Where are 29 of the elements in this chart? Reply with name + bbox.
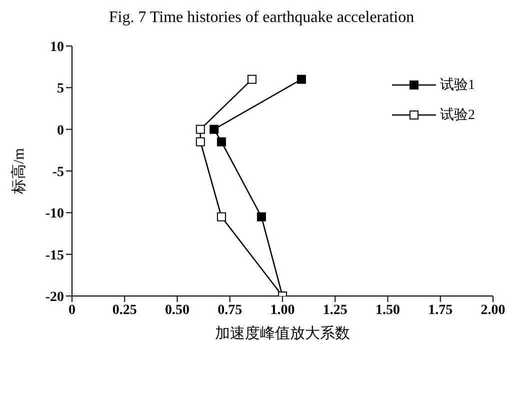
point — [296, 74, 306, 84]
x-axis-title: 加速度峰值放大系数 — [215, 325, 350, 342]
point — [256, 212, 266, 222]
y-tick-label: 5 — [57, 82, 64, 97]
y-axis-title: 标高/m — [10, 148, 28, 195]
y-tick-label: -15 — [45, 248, 64, 264]
point — [247, 74, 256, 84]
point — [196, 124, 205, 134]
x-tick-label: 0 — [68, 302, 76, 318]
y-tick-label: 10 — [50, 40, 64, 55]
chart-title: Fig. 7 Time histories of earthquake acceleration — [108, 8, 416, 28]
x-tick-label: 1.75 — [428, 302, 453, 318]
point — [216, 137, 226, 146]
y-tick-label: -20 — [45, 290, 64, 305]
y-tick-label: 0 — [57, 123, 64, 138]
point — [216, 212, 226, 222]
x-tick-label: 1.25 — [322, 302, 348, 318]
x-tick-label: 0.50 — [165, 302, 190, 318]
y-tick-label: -5 — [52, 164, 64, 180]
x-tick-label: 2.00 — [480, 302, 506, 318]
y-tick-label: -10 — [45, 206, 64, 222]
x-tick-label: 1.50 — [376, 302, 400, 318]
x-tick-label: 1.00 — [270, 302, 295, 318]
legend-label: 试验2 — [440, 106, 475, 124]
legend-label: 试验1 — [440, 76, 475, 94]
point — [210, 124, 219, 134]
point — [196, 137, 205, 146]
x-tick-label: 0.25 — [112, 302, 137, 318]
x-tick-label: 0.75 — [218, 302, 242, 318]
